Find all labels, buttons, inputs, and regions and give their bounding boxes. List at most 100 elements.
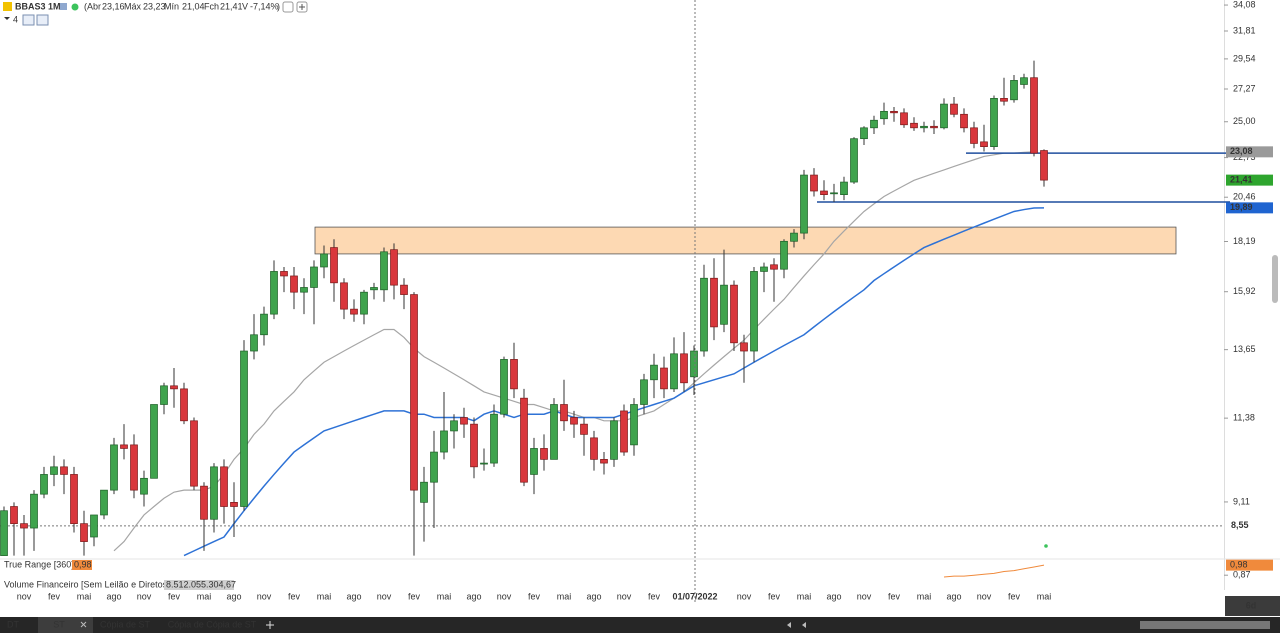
symbol: BBAS3 1M xyxy=(15,1,61,11)
close-tab-icon[interactable] xyxy=(80,621,87,628)
candle-body xyxy=(90,514,98,538)
x-tick-label: mai xyxy=(797,591,812,601)
volume-value-box xyxy=(164,580,234,590)
scroll-left[interactable] xyxy=(787,622,791,628)
y-tick-label: 18,19 xyxy=(1233,236,1256,246)
x-tick-label: nov xyxy=(737,591,752,601)
candle-body xyxy=(590,437,598,460)
candle-body xyxy=(100,489,108,516)
candle-body xyxy=(440,430,448,453)
dropdown-arrow[interactable] xyxy=(4,17,10,20)
close-value: 21,41 xyxy=(220,1,243,11)
candle-body xyxy=(190,420,198,487)
y-tick-label: 13,65 xyxy=(1233,344,1256,354)
x-tick-label: ago xyxy=(346,591,361,601)
tab-label[interactable]: Cópia de Cópia de ST xyxy=(168,619,257,629)
x-tick-label: mai xyxy=(1037,591,1052,601)
indicator-dot xyxy=(1044,544,1048,548)
interval-button[interactable] xyxy=(1225,596,1280,616)
candle-body xyxy=(310,266,318,288)
tool-icon[interactable] xyxy=(22,14,35,26)
open-label: (Abr xyxy=(84,1,101,11)
x-tick-label: nov xyxy=(257,591,272,601)
candle-body xyxy=(350,308,358,315)
candle-body xyxy=(650,364,658,381)
candle-body xyxy=(480,462,488,465)
candle-body xyxy=(750,271,758,352)
candle-body xyxy=(1000,98,1008,102)
price-marker xyxy=(1226,174,1273,186)
tab-label[interactable]: DT xyxy=(7,619,19,629)
candle-body xyxy=(360,291,368,315)
x-tick-label: fev xyxy=(408,591,421,601)
candle-body xyxy=(690,350,698,378)
x-tick-label: mai xyxy=(437,591,452,601)
tab-label[interactable]: Cópia de ST xyxy=(100,619,151,629)
low-label: Mín xyxy=(164,1,179,11)
collapse-button[interactable] xyxy=(282,1,294,13)
scrollbar[interactable] xyxy=(1140,621,1270,629)
y-tick-label: 34,08 xyxy=(1233,0,1256,9)
candle-body xyxy=(110,444,118,491)
layers-count: 4 xyxy=(13,14,18,24)
candle-body xyxy=(890,110,898,114)
close-label: Fch xyxy=(204,1,219,11)
price-marker xyxy=(1226,202,1273,214)
x-tick-label: fev xyxy=(168,591,181,601)
x-tick-label: mai xyxy=(77,591,92,601)
candle-body xyxy=(940,103,948,129)
candle-body xyxy=(250,334,258,352)
candle-body xyxy=(510,359,518,390)
candle-body xyxy=(930,125,938,129)
axis-divider xyxy=(1224,0,1225,590)
candle-body xyxy=(420,481,428,503)
symbol-icon xyxy=(3,2,12,11)
candle-body xyxy=(430,451,438,483)
candle-body xyxy=(140,477,148,495)
candle-body xyxy=(210,466,218,520)
candle-body xyxy=(620,410,628,453)
tool-icon[interactable] xyxy=(36,14,49,26)
x-tick-label: ago xyxy=(826,591,841,601)
candle-body xyxy=(500,359,508,415)
candle-body xyxy=(910,122,918,129)
plus-icon xyxy=(299,4,305,10)
candle-body xyxy=(300,287,308,293)
candle-body xyxy=(700,277,708,352)
candle-body xyxy=(960,113,968,129)
candle-body xyxy=(900,112,908,126)
candle-body xyxy=(160,385,168,405)
y-tick-label: 31,81 xyxy=(1233,25,1256,35)
candle-body xyxy=(370,287,378,291)
candle-body xyxy=(230,502,238,507)
new-tab-icon[interactable] xyxy=(266,621,274,629)
candle-body xyxy=(320,253,328,268)
candle-body xyxy=(290,275,298,293)
candle-body xyxy=(730,284,738,344)
active-tab[interactable] xyxy=(38,617,93,633)
candle-body xyxy=(1030,77,1038,154)
x-tick-label: nov xyxy=(857,591,872,601)
candle-body xyxy=(60,466,68,475)
candle-body xyxy=(130,444,138,491)
candle-body xyxy=(850,138,858,183)
scroll-left[interactable] xyxy=(802,622,806,628)
candle-body xyxy=(990,98,998,147)
x-tick-label: fev xyxy=(288,591,301,601)
side-scroll[interactable] xyxy=(1272,255,1278,303)
candle-body xyxy=(740,342,748,352)
candle-body xyxy=(70,474,78,524)
indicator-value: 0,98 xyxy=(74,559,92,569)
price-marker-label: 19,89 xyxy=(1230,202,1253,212)
tab-label[interactable]: ST xyxy=(53,619,65,629)
candle-body xyxy=(280,271,288,277)
x-tick-label: fev xyxy=(888,591,901,601)
var-value: -7,14% xyxy=(250,1,279,11)
candle-body xyxy=(30,493,38,529)
candle-body xyxy=(470,423,478,468)
x-tick-label: ago xyxy=(226,591,241,601)
candle-body xyxy=(450,420,458,432)
y-tick-label: 20,46 xyxy=(1233,192,1256,202)
